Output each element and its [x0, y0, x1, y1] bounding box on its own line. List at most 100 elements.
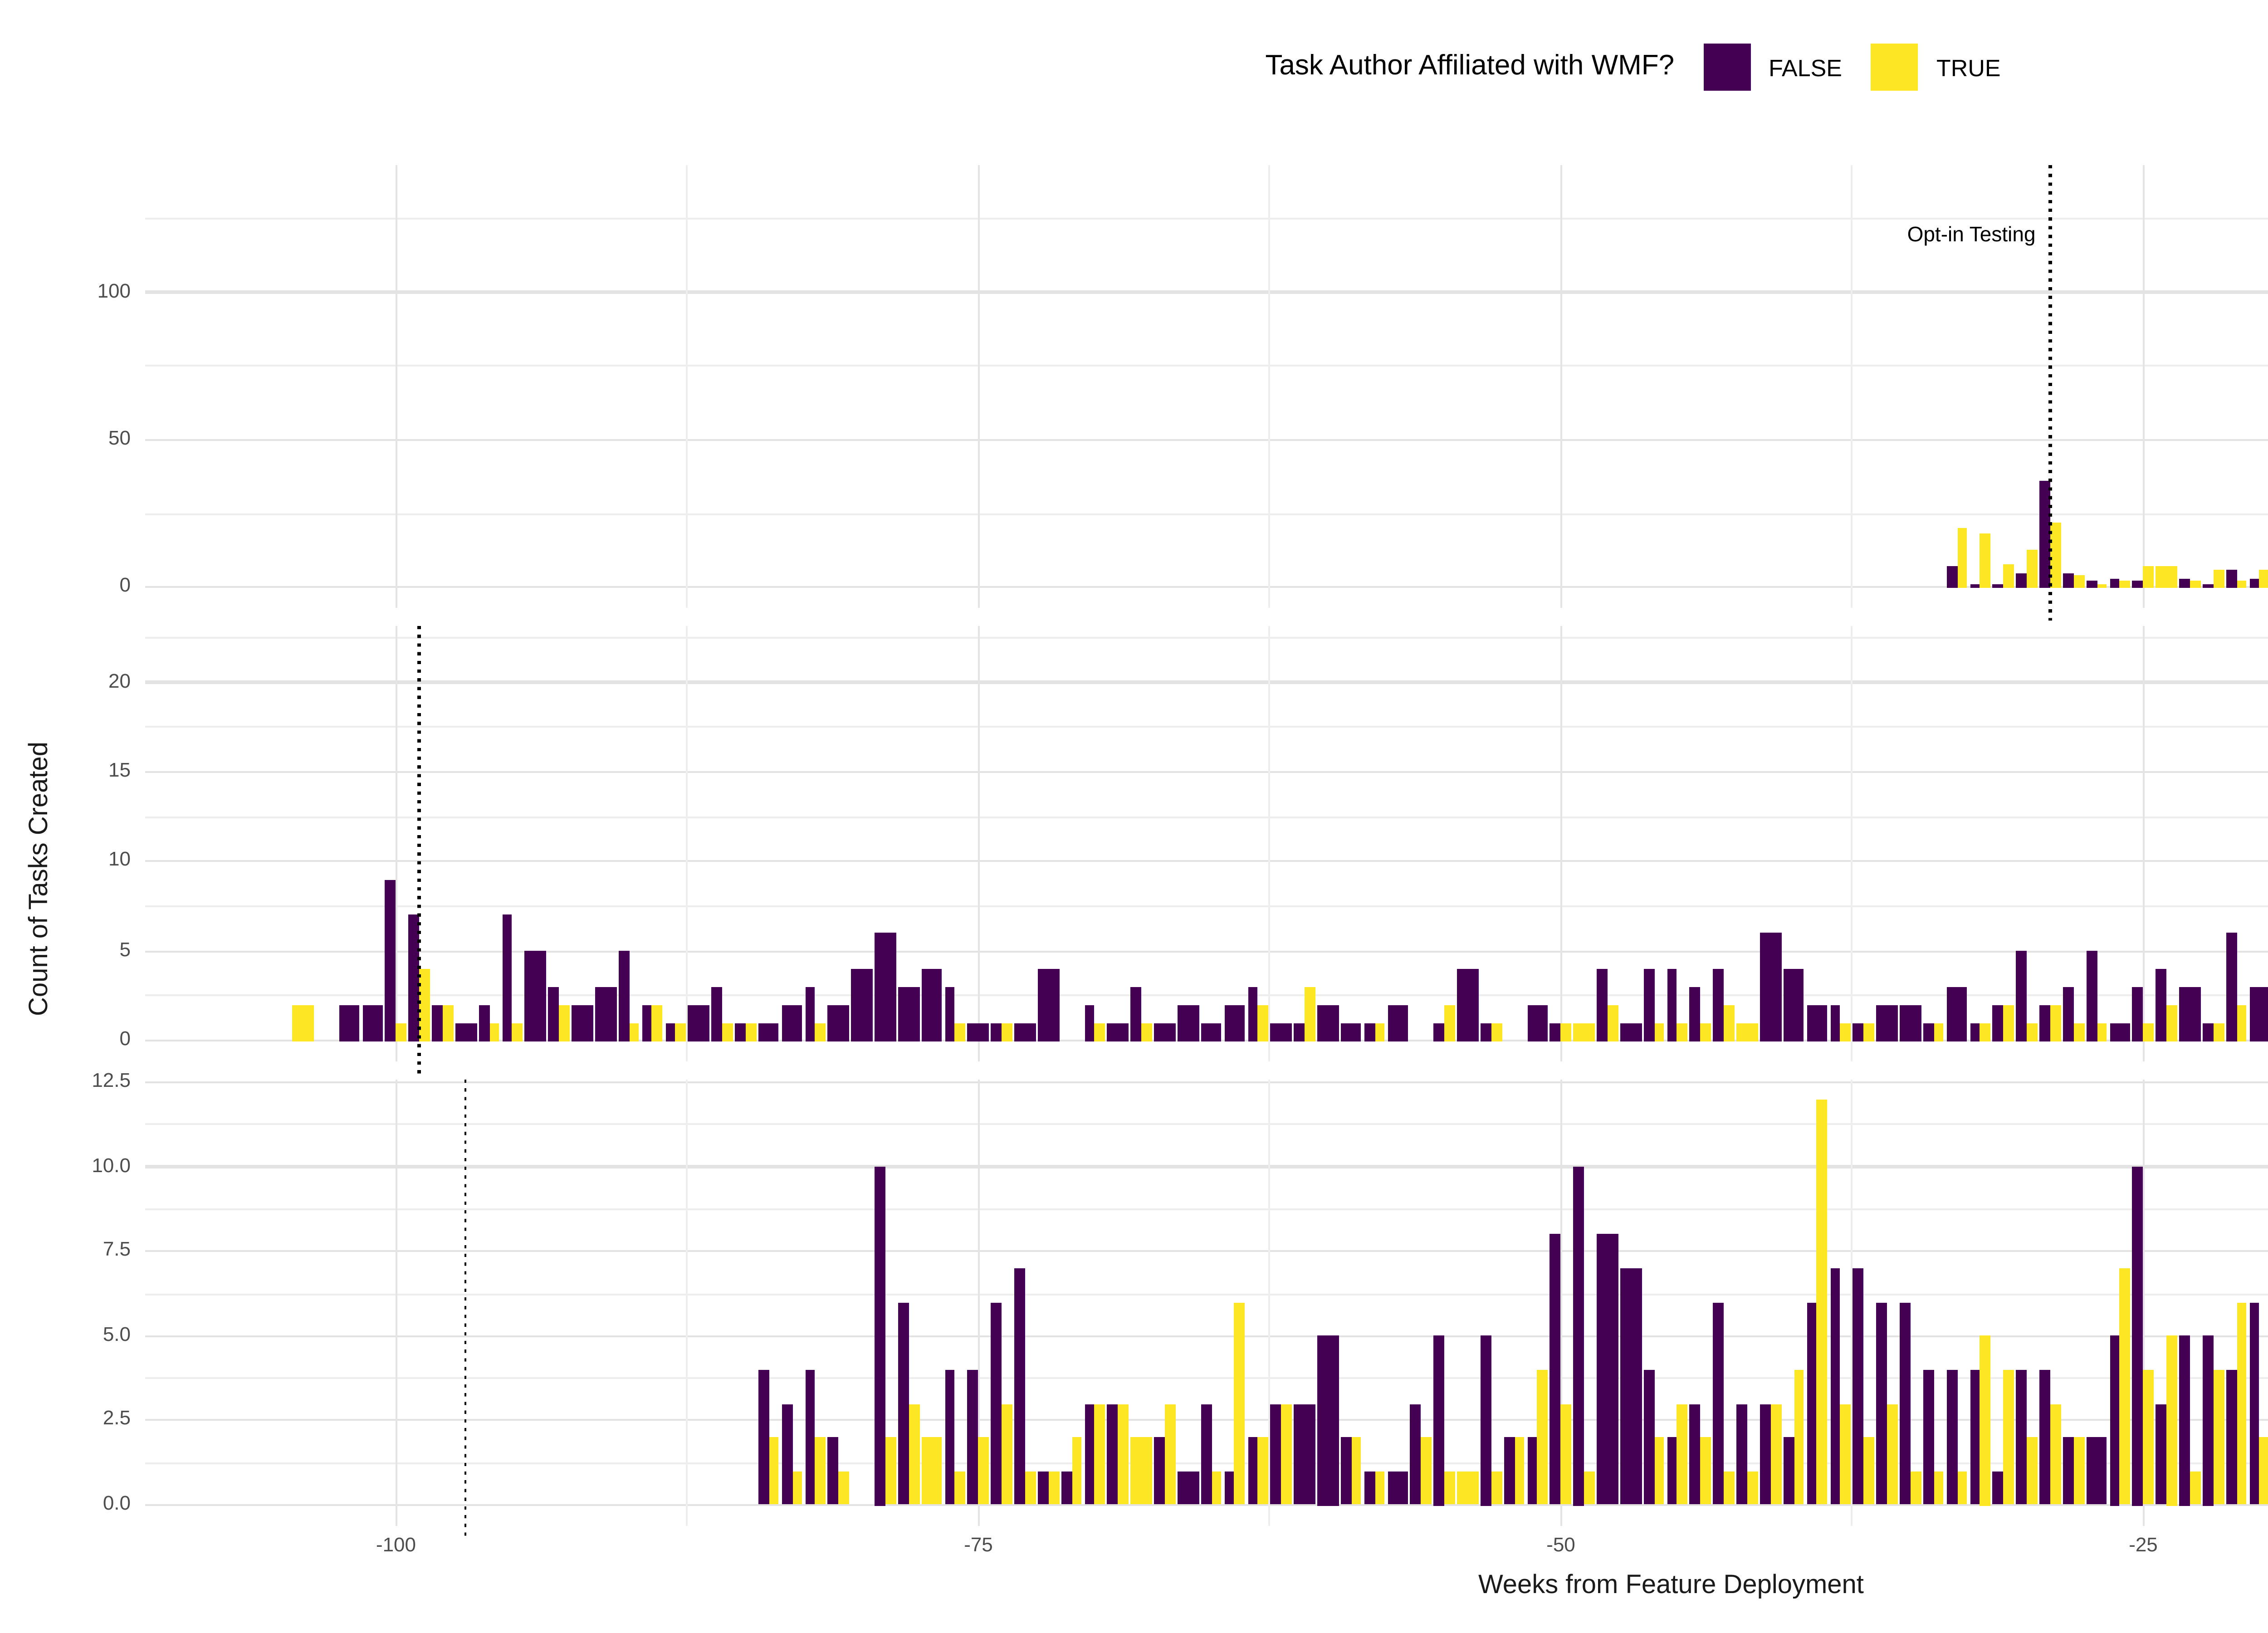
bar-true — [1607, 1005, 1618, 1041]
event-label: Opt-in Testing — [1907, 225, 2036, 247]
bar-false — [1084, 1005, 1095, 1041]
bar-false — [805, 1369, 816, 1505]
gridline-y-minor — [145, 1124, 2268, 1125]
bar-true — [1980, 534, 1991, 587]
bar-false — [1061, 1471, 1072, 1505]
y-tick-label: 20 — [108, 670, 131, 692]
bar-false — [711, 987, 722, 1041]
bar-true — [978, 1437, 989, 1505]
gridline-y-major — [145, 860, 2268, 863]
bar-true — [1701, 1022, 1711, 1041]
bar-false — [385, 879, 396, 1041]
bar-true — [2190, 1471, 2200, 1505]
bar-true — [1048, 1471, 1059, 1505]
bar-false — [1480, 1022, 1491, 1041]
bar-true — [2236, 1302, 2247, 1505]
bar-false — [758, 1022, 779, 1041]
bar-true — [2236, 581, 2247, 587]
bar-false — [1317, 1005, 1339, 1041]
bar-true — [2156, 567, 2177, 587]
bar-true — [1736, 1022, 1758, 1041]
gridline-y-minor — [145, 1293, 2268, 1295]
bar-false — [1178, 1471, 1199, 1505]
gridline-x-minor — [1851, 626, 1853, 1061]
bar-true — [921, 1437, 943, 1505]
bar-true — [1095, 1022, 1105, 1041]
bar-false — [2063, 1437, 2073, 1505]
bar-false — [1154, 1022, 1175, 1041]
gridline-x-major — [2142, 166, 2145, 607]
gridline-y-minor — [145, 1377, 2268, 1379]
bar-false — [1340, 1022, 1362, 1041]
bar-true — [1444, 1005, 1455, 1041]
bar-false — [781, 1403, 792, 1505]
bar-true — [396, 1022, 407, 1041]
bar-false — [991, 1302, 1002, 1505]
bar-false — [758, 1369, 769, 1505]
bar-true — [1118, 1403, 1129, 1505]
bar-false — [479, 1005, 489, 1041]
gridline-y-minor — [145, 365, 2268, 367]
bar-true — [1457, 1471, 1478, 1505]
bar-false — [1107, 1403, 1119, 1505]
bar-true — [2003, 563, 2014, 587]
bar-true — [1095, 1403, 1105, 1505]
event-line-dotted — [2048, 166, 2052, 620]
bar-true — [885, 1437, 896, 1505]
bar-true — [1654, 1437, 1665, 1505]
gridline-x-major — [395, 626, 397, 1061]
bar-false — [1993, 1005, 2004, 1041]
bar-false — [1084, 1403, 1095, 1505]
bar-false — [2132, 987, 2143, 1041]
bar-true — [2097, 584, 2107, 587]
bar-true — [2050, 1403, 2061, 1505]
bar-false — [1037, 1471, 1049, 1505]
legend-swatch-false-icon — [1703, 44, 1751, 91]
bar-false — [1667, 969, 1677, 1041]
bar-false — [1806, 1302, 1817, 1505]
bar-true — [1537, 1369, 1548, 1505]
bar-false — [1294, 1022, 1305, 1041]
gridline-x-major — [977, 166, 980, 607]
event-line-dotted — [464, 1079, 467, 1538]
bar-true — [2143, 1369, 2154, 1505]
bar-true — [1211, 1471, 1222, 1505]
bar-true — [1514, 1437, 1525, 1505]
x-tick-label: -50 — [1546, 1535, 1575, 1557]
bar-true — [2213, 1022, 2224, 1041]
bar-false — [944, 1369, 955, 1505]
bar-false — [1178, 1005, 1199, 1041]
legend-swatch-true-icon — [1871, 44, 1918, 91]
bar-true — [1141, 1022, 1152, 1041]
bar-false — [362, 1005, 383, 1041]
bar-true — [1794, 1369, 1804, 1505]
bar-false — [525, 951, 547, 1041]
bar-false — [1434, 1022, 1445, 1041]
bar-false — [1434, 1336, 1445, 1505]
bar-true — [1840, 1403, 1851, 1505]
bar-false — [1900, 1005, 1921, 1041]
bar-false — [1224, 1471, 1235, 1505]
bar-false — [339, 1005, 360, 1041]
bar-false — [2249, 578, 2260, 587]
bar-false — [1364, 1022, 1375, 1041]
bar-true — [1025, 1471, 1036, 1505]
bar-false — [1690, 987, 1701, 1041]
bar-false — [1201, 1403, 1212, 1505]
bar-false — [1504, 1437, 1515, 1505]
bar-false — [1014, 1022, 1036, 1041]
bar-false — [1574, 1167, 1584, 1505]
bar-true — [1002, 1022, 1012, 1041]
bar-false — [828, 1005, 849, 1041]
bar-true — [675, 1022, 686, 1041]
bar-true — [652, 1005, 663, 1041]
x-tick-label: -100 — [376, 1535, 416, 1557]
bar-true — [815, 1022, 826, 1041]
bar-false — [1154, 1437, 1165, 1505]
bar-true — [2213, 569, 2224, 587]
bar-true — [1957, 528, 1968, 587]
bar-false — [409, 915, 420, 1041]
bar-true — [2143, 567, 2154, 587]
bar-true — [1770, 1403, 1781, 1505]
bar-false — [1643, 1369, 1654, 1505]
